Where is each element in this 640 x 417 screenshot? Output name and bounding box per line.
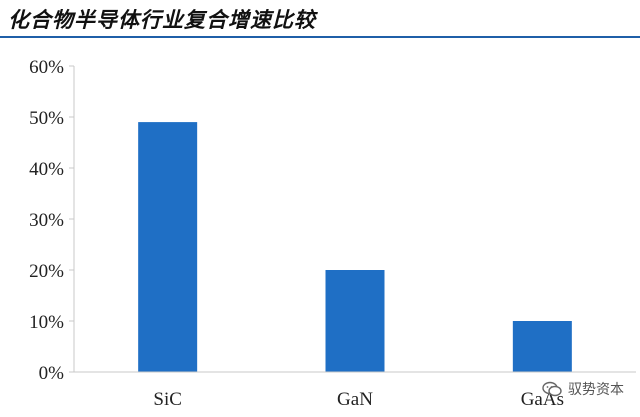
- bar-gan: [325, 270, 385, 372]
- title-divider: [0, 36, 640, 38]
- chart-title: 化合物半导体行业复合增速比较: [8, 8, 316, 32]
- bars: [138, 122, 572, 372]
- title-bar: 化合物半导体行业复合增速比较: [0, 0, 640, 38]
- y-tick-label: 60%: [29, 57, 64, 78]
- x-category-label: GaN: [337, 389, 373, 410]
- y-tick-label: 30%: [29, 210, 64, 231]
- bar-sic: [138, 122, 198, 372]
- watermark: 驭势资本: [542, 379, 624, 399]
- y-tick-label: 40%: [29, 159, 64, 180]
- bar-gaas: [512, 321, 572, 372]
- y-tick-label: 20%: [29, 261, 64, 282]
- y-tick-label: 0%: [39, 363, 65, 384]
- x-category-label: SiC: [153, 389, 182, 410]
- y-tick-label: 10%: [29, 312, 64, 333]
- y-axis: 0% 10% 20% 30% 40% 50% 60%: [29, 57, 75, 384]
- watermark-text: 驭势资本: [568, 382, 624, 398]
- wechat-icon: [542, 381, 562, 397]
- y-tick-label: 50%: [29, 108, 64, 129]
